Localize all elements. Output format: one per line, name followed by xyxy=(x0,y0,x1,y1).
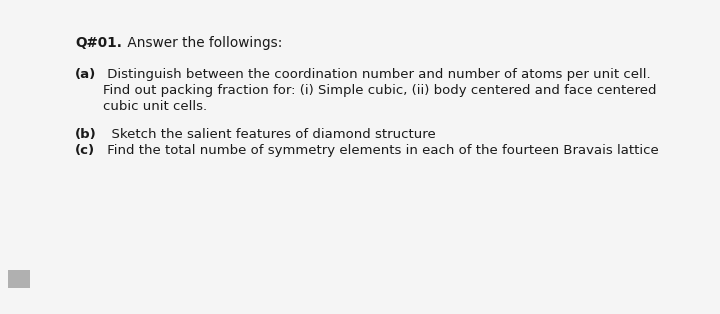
Text: Q#01.: Q#01. xyxy=(75,36,122,50)
Text: Distinguish between the coordination number and number of atoms per unit cell.: Distinguish between the coordination num… xyxy=(103,68,651,81)
Text: cubic unit cells.: cubic unit cells. xyxy=(103,100,207,113)
Bar xyxy=(8,270,30,288)
Text: Find the total numbe of symmetry elements in each of the fourteen Bravais lattic: Find the total numbe of symmetry element… xyxy=(103,144,659,157)
Text: Answer the followings:: Answer the followings: xyxy=(123,36,282,50)
Text: Sketch the salient features of diamond structure: Sketch the salient features of diamond s… xyxy=(103,128,436,141)
Text: Find out packing fraction for: (i) Simple cubic, (ii) body centered and face cen: Find out packing fraction for: (i) Simpl… xyxy=(103,84,657,97)
Text: (a): (a) xyxy=(75,68,96,81)
Text: (c): (c) xyxy=(75,144,95,157)
Text: (b): (b) xyxy=(75,128,96,141)
